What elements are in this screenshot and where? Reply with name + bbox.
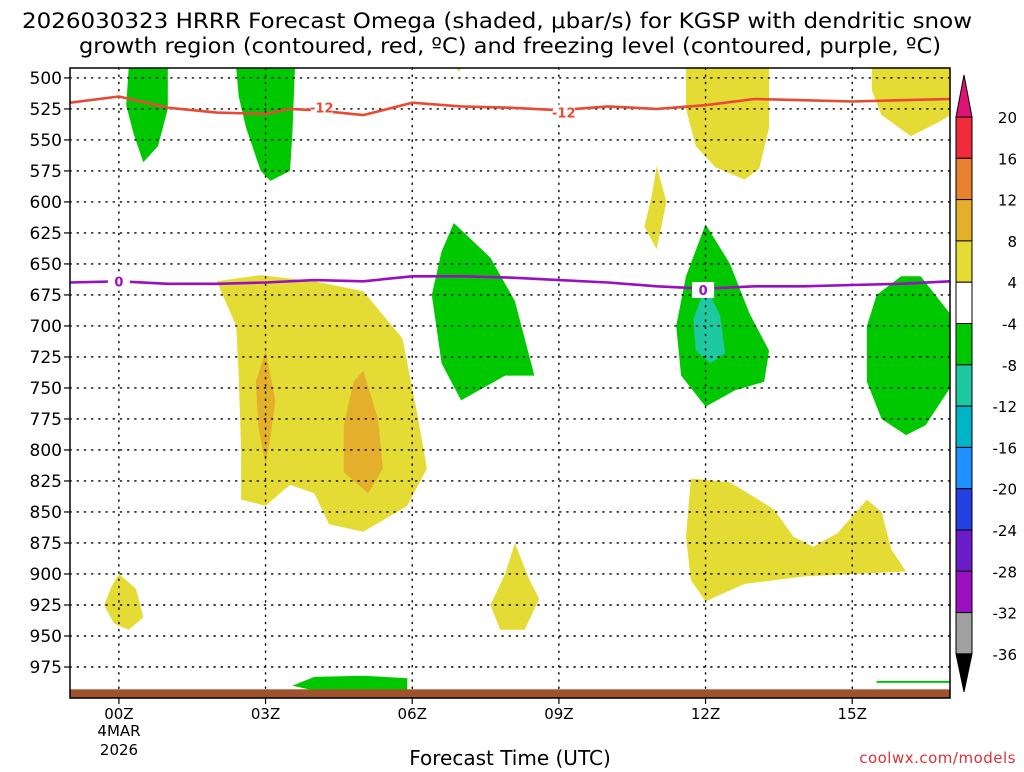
colorbar-top-arrow: [955, 74, 973, 118]
y-tick-label-750: 750: [30, 379, 62, 399]
colorbar-label--20: -20: [993, 481, 1018, 499]
y-tick-label-825: 825: [30, 472, 62, 492]
colorbar-label--8: -8: [1002, 357, 1017, 375]
colorbar: 20 16 12 8 4 -4 -8 -12 -16 -20 -24 -28 -32 -36: [955, 74, 1018, 693]
y-tick-label-950: 950: [30, 627, 62, 647]
shaded-region-upward-teal-1200z-core: [693, 285, 726, 364]
colorbar-label--24: -24: [993, 522, 1018, 540]
y-tick-label-550: 550: [30, 131, 62, 151]
y-tick-label-700: 700: [30, 317, 62, 337]
y-tick-label-850: 850: [30, 503, 62, 523]
colorbar-bin--16--20: [955, 446, 973, 490]
colorbar-bin-20-16: [955, 116, 973, 159]
contour-label-bg-dendritic-growth-minus12-1: [552, 104, 575, 121]
x-tick-label-12Z: 12Z: [691, 705, 720, 723]
colorbar-bottom-arrow: [955, 653, 973, 693]
shaded-region-downward-yellow-0800z-low: [490, 543, 540, 630]
chart-title-line-2: growth region (contoured, red, ºC) and f…: [79, 34, 941, 59]
y-tick-label-800: 800: [30, 441, 62, 461]
contour-label-bg-dendritic-growth-minus12-0: [310, 99, 333, 116]
colorbar-bin-4--4: [955, 281, 973, 325]
colorbar-label--12: -12: [993, 398, 1018, 416]
colorbar-label-4: 4: [1007, 274, 1017, 292]
shaded-region-upward-green-0300z: [236, 68, 295, 181]
contour-label-dendritic-growth-minus12-0: -12: [310, 102, 334, 117]
temperature-contours: -12 -12 0 0: [70, 95, 950, 299]
colorbar-label-20: 20: [998, 109, 1017, 127]
x-tick-label-06Z: 06Z: [398, 705, 427, 723]
y-tick-label-600: 600: [30, 193, 62, 213]
y-tick-label-650: 650: [30, 255, 62, 275]
colorbar-bin--12--16: [955, 405, 973, 448]
x-tick-label-03Z: 03Z: [251, 705, 280, 723]
colorbar-bin-12-8: [955, 199, 973, 242]
shaded-region-downward-yellow-upper-right: [686, 68, 770, 180]
chart-title-line-1: 2026030323 HRRR Forecast Omega (shaded, …: [22, 9, 972, 34]
colorbar-label--32: -32: [993, 605, 1018, 623]
y-tick-label-975: 975: [30, 658, 62, 678]
colorbar-label--4: -4: [1002, 316, 1017, 334]
colorbar-bin--32--36: [955, 612, 973, 655]
colorbar-bin-8-4: [955, 240, 973, 283]
contour-line-freezing-level-0: [70, 275, 950, 290]
plot-frame: [69, 67, 951, 699]
omega-shaded-regions: [104, 68, 950, 691]
shaded-region-downward-yellow-lower-right: [686, 478, 906, 602]
pressure-gridlines: [69, 67, 951, 699]
x-axis-title: Forecast Time (UTC): [409, 746, 611, 768]
contour-line-dendritic-growth-minus12: [70, 95, 950, 117]
y-tick-label-575: 575: [30, 162, 62, 182]
y-tick-label-500: 500: [30, 69, 62, 89]
x-tick-label-00Z: 00Z: [104, 705, 133, 723]
contour-label-dendritic-growth-minus12-1: -12: [552, 107, 576, 122]
colorbar-label--36: -36: [993, 646, 1018, 664]
y-tick-label-775: 775: [30, 410, 62, 430]
shaded-region-downward-yellow-upper-center: [456, 68, 462, 72]
shaded-region-downward-yellow-far-right-top: [871, 68, 950, 137]
terrain-strip: [70, 680, 950, 698]
shaded-region-downward-yellow-small-1100z: [644, 166, 667, 250]
contour-label-bg-freezing-level-0-1: [692, 281, 715, 298]
contour-label-freezing-level-0-0: 0: [114, 275, 123, 290]
terrain-fill: [70, 689, 950, 698]
colorbar-label--16: -16: [993, 439, 1018, 457]
y-tick-label-725: 725: [30, 348, 62, 368]
credit-text: coolwx.com/models: [859, 749, 1016, 767]
y-tick-label-875: 875: [30, 534, 62, 554]
date-label-year: 2026: [100, 741, 138, 759]
shaded-region-upward-green-1200z: [676, 224, 770, 407]
colorbar-bin--28--32: [955, 570, 973, 614]
y-tick-label-675: 675: [30, 286, 62, 306]
shaded-region-upward-green-0700z: [431, 223, 535, 401]
shaded-region-downward-orange-0500z-core: [343, 370, 383, 494]
shaded-region-upward-green-0030z: [126, 68, 168, 163]
pressure-axis: 500 525 550 575 600 625 650 675 700 725 750 775 800 8…: [30, 69, 70, 678]
colorbar-label-12: 12: [998, 192, 1017, 210]
colorbar-bin--4--8: [955, 323, 973, 366]
contour-label-freezing-level-0-1: 0: [699, 284, 708, 299]
shaded-region-upward-green-0400z-low: [292, 675, 408, 691]
date-label-day: 4MAR: [97, 722, 140, 740]
colorbar-bin--20--24: [955, 488, 973, 531]
time-axis: 00Z 03Z 06Z 09Z 12Z 15Z: [104, 698, 867, 723]
colorbar-label-16: 16: [998, 150, 1017, 168]
colorbar-label--28: -28: [993, 563, 1018, 581]
y-tick-label-525: 525: [30, 100, 62, 120]
x-tick-label-09Z: 09Z: [544, 705, 573, 723]
colorbar-bin--24--28: [955, 529, 973, 572]
colorbar-bin-16-12: [955, 157, 973, 201]
y-tick-label-900: 900: [30, 565, 62, 585]
y-tick-label-625: 625: [30, 224, 62, 244]
shaded-region-downward-yellow-0000z-low: [104, 574, 144, 630]
shaded-region-upward-green-1600z: [866, 276, 950, 436]
colorbar-bin--8--12: [955, 364, 973, 407]
contour-label-bg-freezing-level-0-0: [107, 273, 130, 290]
y-tick-label-925: 925: [30, 596, 62, 616]
colorbar-label-8: 8: [1007, 233, 1017, 251]
x-tick-label-15Z: 15Z: [838, 705, 867, 723]
